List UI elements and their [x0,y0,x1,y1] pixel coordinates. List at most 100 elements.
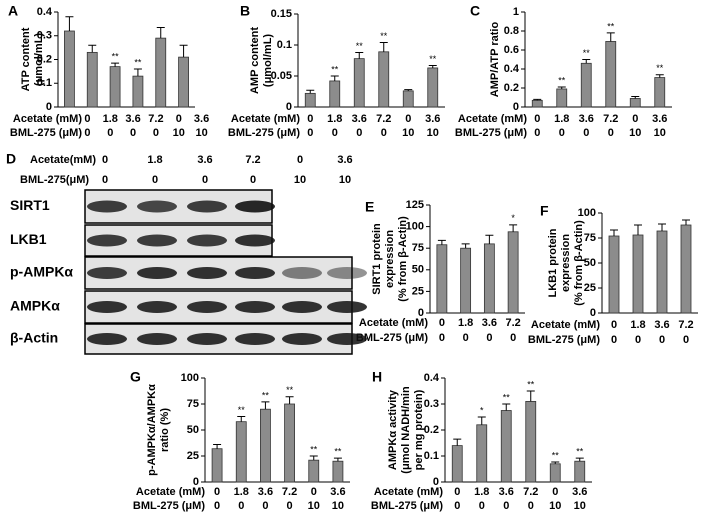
blot-lane-label: 7.2 [245,154,260,166]
x-tick-label: 0 [632,113,638,125]
blot-band [87,267,127,279]
x-tick-label: 3.6 [652,113,667,125]
x-tick-label: 0 [534,113,540,125]
x-tick-label: 0 [238,500,244,512]
blot-band [235,301,275,313]
blot-lane-label: 0 [250,174,256,186]
x-tick-label: 0 [454,486,460,498]
y-tick-label: 0.2 [504,82,519,94]
y-tick-label: 0.4 [504,63,520,75]
x-tick-label: 10 [173,127,185,139]
error-bar [404,89,413,91]
x-tick-label: 0 [332,127,338,139]
significance-label: ** [429,54,437,64]
x-tick-label: 0 [479,500,485,512]
blot-band [87,333,127,345]
blot-lane-label: 1.8 [147,154,162,166]
x-tick-label: 1.8 [474,486,489,498]
x-tick-label: 10 [574,500,586,512]
bar [64,30,75,108]
x-tick-label: 7.2 [523,486,538,498]
y-tick-label: 0.6 [504,44,519,56]
bar [549,463,561,483]
x-tick-label: 1.8 [458,317,473,329]
blot-lane-label: 0 [152,174,158,186]
bar [680,224,692,314]
x-tick-label: 10 [195,127,207,139]
y-tick-label: 0 [590,307,596,319]
blot-lane-label: 0 [102,154,108,166]
x-tick-label: 0 [552,486,558,498]
blot-row-label: SIRT1 [10,197,50,213]
x-tick-label: 10 [308,500,320,512]
y-axis-label: (μmol/mL) [262,34,274,88]
error-bar [379,42,388,52]
x-row-label: BML-275 (μM) [10,127,82,139]
x-tick-label: 0 [611,334,617,346]
y-axis-label: (μmol NADH/min [400,386,412,474]
x-tick-label: 0 [311,486,317,498]
error-bar [502,403,511,411]
blot-header-label: Acetate(mM) [30,154,96,166]
significance-label: ** [310,444,318,454]
error-bar [237,415,246,422]
x-tick-label: 3.6 [258,486,273,498]
significance-label: ** [356,41,364,51]
y-tick-label: 50 [187,424,199,436]
blot-lane-label: 0 [102,174,108,186]
x-tick-label: 0 [84,113,90,125]
y-axis-label: AMP/ATP ratio [489,22,501,98]
x-tick-label: 1.8 [630,319,645,331]
significance-label: ** [583,48,591,58]
significance-label: ** [134,57,142,67]
blot-band [235,267,275,279]
bar [178,56,189,108]
error-bar [485,234,494,244]
y-tick-label: 0 [513,101,519,113]
panel-label: E [365,199,374,215]
x-tick-label: 0 [287,500,293,512]
panel-label: H [372,369,382,385]
bar [608,235,620,314]
y-axis-label: expression [560,234,572,292]
y-axis-label: expression [384,230,396,288]
y-tick-label: 75 [584,232,596,244]
x-tick-label: 3.6 [330,486,345,498]
blot-row-label: AMPKα [10,298,60,314]
significance-label: ** [607,21,615,31]
blot-lane-label: 0 [297,154,303,166]
error-bar [575,457,584,462]
x-row-label: BML-275 (μM) [528,334,600,346]
blot-header-label: BML-275(μM) [20,174,89,186]
significance-label: ** [334,446,342,456]
x-tick-label: 3.6 [194,113,209,125]
blot-row-label: p-AMPKα [10,264,73,280]
x-tick-label: 0 [635,334,641,346]
bar [284,403,295,483]
x-tick-label: 0 [534,127,540,139]
bar [605,41,617,108]
x-tick-label: 0 [307,127,313,139]
x-row-label: Acetate (mM) [13,113,82,125]
y-tick-label: 0 [286,101,292,113]
x-tick-label: 7.2 [505,317,520,329]
y-axis-label: (% from β-Actin) [397,216,409,302]
x-tick-label: 7.2 [603,113,618,125]
bar [451,445,463,483]
x-tick-label: 3.6 [125,113,140,125]
x-row-label: BML-275 (μM) [371,500,443,512]
blot-row-label: LKB1 [10,231,47,247]
blot-band [187,333,227,345]
blot-band [187,234,227,247]
bar [525,400,537,483]
x-tick-label: 3.6 [499,486,514,498]
bar [476,424,488,483]
bar [654,77,666,108]
y-tick-label: 25 [187,450,199,462]
blot-band [235,333,275,345]
x-tick-label: 3.6 [352,113,367,125]
bar [332,460,344,483]
bar [155,37,167,108]
x-tick-label: 0 [528,500,534,512]
y-axis-label: per mg protein) [413,389,425,470]
